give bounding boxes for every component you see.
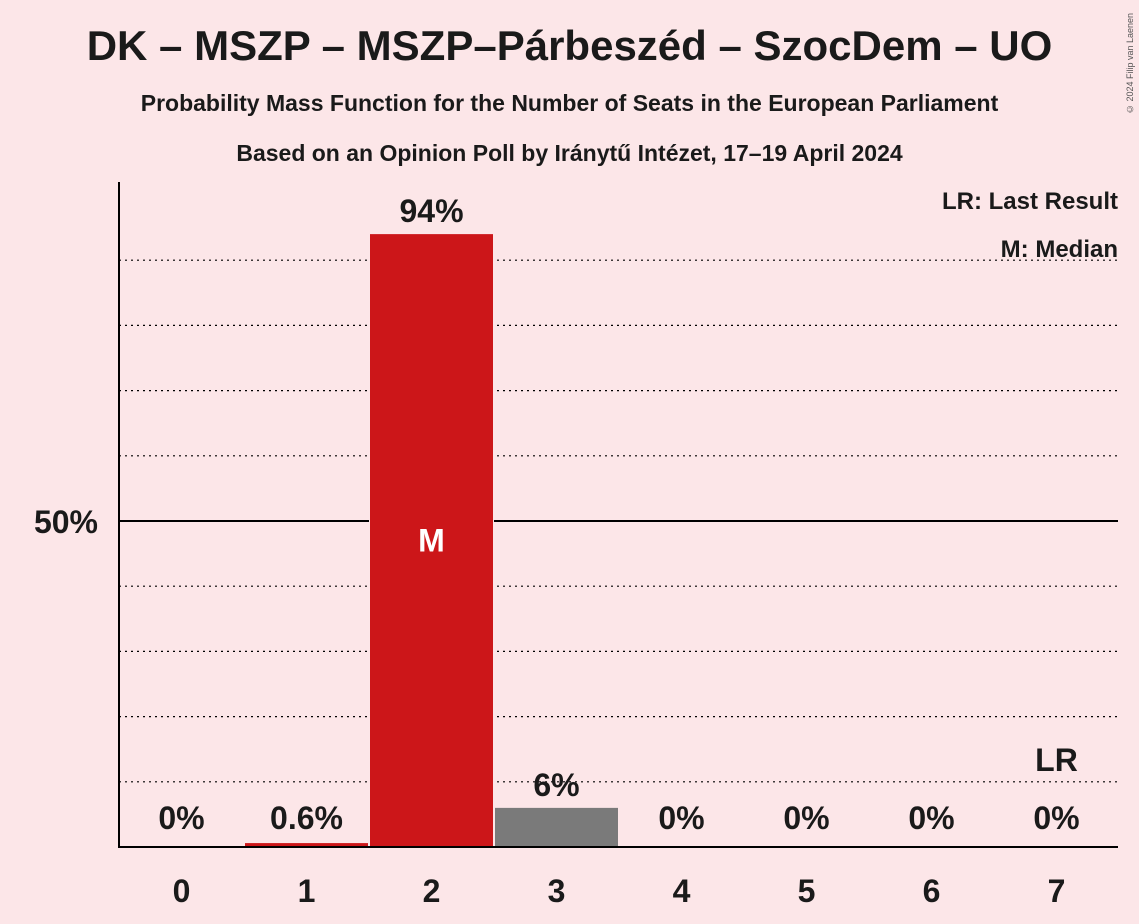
markers: 0% 0 0.6% 1 94% 2 M 6% 3 0% 4 0% 5 0% 6 0% 7 LR <box>158 193 1079 909</box>
chart-title: DK – MSZP – MSZP–Párbeszéd – SzocDem – U… <box>86 22 1053 69</box>
value-label: 0.6% <box>270 800 343 836</box>
value-label: 0% <box>783 800 829 836</box>
chart-subtitle: Probability Mass Function for the Number… <box>140 90 999 116</box>
value-label: 0% <box>658 800 704 836</box>
gridlines <box>119 259 1118 783</box>
chart-source-subtitle: Based on an Opinion Poll by Iránytű Inté… <box>236 140 903 166</box>
y-tick-label: 50% <box>34 504 98 540</box>
bars <box>245 234 618 847</box>
bar-seat-1 <box>245 843 368 847</box>
x-tick-label: 1 <box>298 873 316 909</box>
x-tick-label: 7 <box>1048 873 1066 909</box>
axes: 50% <box>34 182 1118 848</box>
x-tick-label: 3 <box>548 873 566 909</box>
value-label: 0% <box>158 800 204 836</box>
x-tick-label: 6 <box>923 873 941 909</box>
bar-seat-2 <box>370 234 493 847</box>
x-tick-label: 5 <box>798 873 816 909</box>
median-marker: M <box>418 523 445 559</box>
legend-last-result: LR: Last Result <box>942 188 1118 215</box>
x-tick-label: 2 <box>423 873 441 909</box>
value-label: 0% <box>1033 800 1079 836</box>
last-result-marker: LR <box>1035 742 1078 778</box>
value-label: 0% <box>908 800 954 836</box>
x-tick-label: 0 <box>173 873 191 909</box>
value-label: 94% <box>399 193 463 229</box>
bar-seat-3 <box>495 807 618 847</box>
legend-median: M: Median <box>1001 236 1118 263</box>
value-label: 6% <box>533 767 579 803</box>
x-tick-label: 4 <box>673 873 691 909</box>
